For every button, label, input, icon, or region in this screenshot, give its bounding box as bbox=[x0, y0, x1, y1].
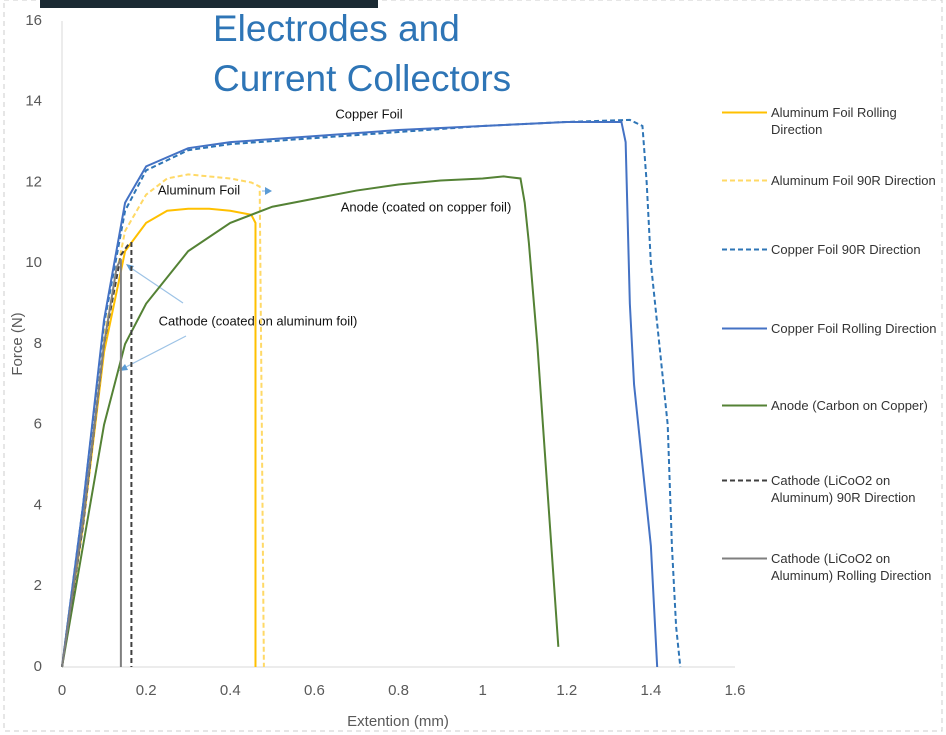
x-axis-label: Extention (mm) bbox=[347, 713, 449, 730]
legend-swatch bbox=[722, 327, 767, 330]
frame bbox=[3, 0, 943, 732]
legend-swatch bbox=[722, 479, 767, 482]
legend-item: Aluminum Foil 90R Direction bbox=[722, 172, 944, 189]
x-tick-label: 0.4 bbox=[220, 682, 241, 699]
legend-item: Aluminum Foil Rolling Direction bbox=[722, 104, 944, 138]
y-tick-label: 10 bbox=[25, 254, 42, 271]
legend-swatch bbox=[722, 404, 767, 407]
y-tick-label: 2 bbox=[34, 577, 42, 594]
legend-item: Anode (Carbon on Copper) bbox=[722, 397, 944, 414]
annotation: Cathode (coated on aluminum foil) bbox=[159, 313, 358, 328]
legend-item: Copper Foil 90R Direction bbox=[722, 241, 944, 258]
x-tick-label: 0 bbox=[58, 682, 66, 699]
legend-label: Copper Foil Rolling Direction bbox=[771, 321, 937, 336]
annotation: Anode (coated on copper foil) bbox=[341, 199, 512, 214]
legend-item: Cathode (LiCoO2 on Aluminum) 90R Directi… bbox=[722, 472, 944, 506]
legend-label: Aluminum Foil 90R Direction bbox=[771, 173, 936, 188]
x-tick-label: 0.6 bbox=[304, 682, 325, 699]
legend-swatch bbox=[722, 248, 767, 251]
y-tick-label: 14 bbox=[25, 93, 42, 110]
annotation: Copper Foil bbox=[335, 106, 402, 121]
legend-label: Copper Foil 90R Direction bbox=[771, 242, 921, 257]
chart-title: Electrodes and Current Collectors bbox=[213, 8, 512, 99]
legend-label: Aluminum Foil Rolling Direction bbox=[771, 105, 897, 137]
y-tick-label: 16 bbox=[25, 12, 42, 29]
legend-item: Copper Foil Rolling Direction bbox=[722, 320, 944, 337]
x-tick-label: 1.4 bbox=[640, 682, 661, 699]
series-line bbox=[61, 120, 659, 668]
y-tick-label: 6 bbox=[34, 416, 42, 433]
x-tick-label: 1 bbox=[478, 682, 486, 699]
series-line bbox=[61, 242, 133, 668]
arrowhead bbox=[126, 264, 134, 271]
y-tick-label: 4 bbox=[34, 496, 42, 513]
series-line bbox=[61, 173, 265, 668]
legend-label: Cathode (LiCoO2 on Aluminum) Rolling Dir… bbox=[771, 551, 932, 583]
legend-item: Cathode (LiCoO2 on Aluminum) Rolling Dir… bbox=[722, 550, 944, 584]
arrow bbox=[127, 265, 184, 304]
x-tick-label: 1.2 bbox=[556, 682, 577, 699]
series-line bbox=[61, 175, 560, 668]
x-tick-label: 0.8 bbox=[388, 682, 409, 699]
legend-swatch bbox=[722, 179, 767, 182]
image-strip bbox=[40, 0, 378, 8]
arrow bbox=[121, 335, 187, 370]
series-line bbox=[61, 258, 122, 668]
legend-label: Anode (Carbon on Copper) bbox=[771, 398, 928, 413]
x-tick-label: 0.2 bbox=[136, 682, 157, 699]
legend-label: Cathode (LiCoO2 on Aluminum) 90R Directi… bbox=[771, 473, 916, 505]
arrowhead bbox=[265, 187, 272, 195]
x-tick-label: 1.6 bbox=[725, 682, 746, 699]
legend-swatch bbox=[722, 111, 767, 114]
annotation: Aluminum Foil bbox=[158, 182, 240, 197]
legend-swatch bbox=[722, 557, 767, 560]
y-tick-label: 8 bbox=[34, 335, 42, 352]
y-tick-label: 12 bbox=[25, 173, 42, 190]
y-axis-label: Force (N) bbox=[9, 312, 26, 375]
y-tick-label: 0 bbox=[34, 658, 42, 675]
